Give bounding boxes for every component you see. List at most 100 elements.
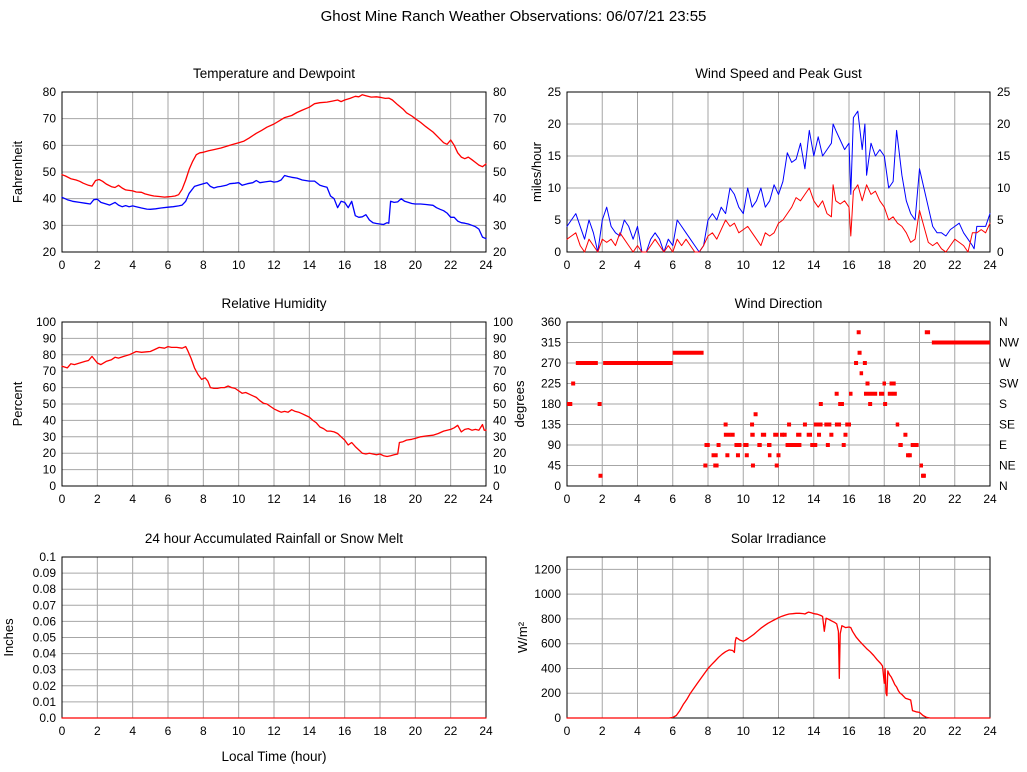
svg-text:24: 24 — [479, 724, 493, 738]
svg-text:0: 0 — [554, 711, 561, 725]
svg-text:8: 8 — [705, 724, 712, 738]
svg-text:E: E — [999, 438, 1007, 452]
svg-text:18: 18 — [878, 258, 892, 272]
svg-text:NW: NW — [999, 336, 1020, 350]
svg-text:40: 40 — [43, 413, 57, 427]
svg-text:Wind Direction: Wind Direction — [735, 296, 823, 311]
svg-text:1000: 1000 — [534, 587, 561, 601]
svg-text:20: 20 — [43, 446, 57, 460]
svg-text:8: 8 — [200, 492, 207, 506]
svg-text:12: 12 — [267, 258, 281, 272]
svg-text:20: 20 — [409, 258, 423, 272]
svg-text:12: 12 — [772, 492, 786, 506]
svg-text:Wind Speed and Peak Gust: Wind Speed and Peak Gust — [695, 66, 862, 81]
svg-text:SW: SW — [999, 377, 1019, 391]
svg-text:16: 16 — [338, 492, 352, 506]
svg-text:90: 90 — [43, 331, 57, 345]
svg-text:315: 315 — [541, 336, 561, 350]
svg-text:S: S — [999, 397, 1007, 411]
svg-text:80: 80 — [43, 85, 57, 99]
svg-text:8: 8 — [200, 258, 207, 272]
svg-text:0.07: 0.07 — [33, 598, 57, 612]
svg-text:10: 10 — [493, 463, 507, 477]
svg-text:30: 30 — [493, 218, 507, 232]
svg-text:4: 4 — [129, 724, 136, 738]
svg-text:16: 16 — [842, 492, 856, 506]
svg-text:6: 6 — [669, 258, 676, 272]
svg-text:2: 2 — [599, 492, 606, 506]
svg-text:10: 10 — [43, 463, 57, 477]
svg-text:Solar Irradiance: Solar Irradiance — [731, 531, 826, 546]
svg-text:2: 2 — [599, 724, 606, 738]
svg-text:25: 25 — [997, 85, 1011, 99]
svg-text:180: 180 — [541, 397, 561, 411]
svg-text:6: 6 — [165, 492, 172, 506]
svg-text:24: 24 — [983, 492, 997, 506]
svg-text:30: 30 — [493, 430, 507, 444]
svg-text:18: 18 — [878, 492, 892, 506]
svg-text:Percent: Percent — [10, 381, 25, 426]
svg-text:4: 4 — [129, 258, 136, 272]
svg-text:10: 10 — [232, 258, 246, 272]
svg-text:16: 16 — [338, 724, 352, 738]
svg-text:14: 14 — [807, 724, 821, 738]
svg-text:miles/hour: miles/hour — [529, 141, 544, 202]
svg-text:14: 14 — [807, 258, 821, 272]
svg-text:270: 270 — [541, 356, 561, 370]
svg-text:20: 20 — [548, 117, 562, 131]
svg-text:20: 20 — [43, 245, 57, 259]
svg-text:800: 800 — [541, 612, 561, 626]
page-title: Ghost Mine Ranch Weather Observations: 0… — [320, 8, 707, 25]
svg-text:5: 5 — [997, 213, 1004, 227]
svg-text:22: 22 — [948, 258, 962, 272]
svg-text:70: 70 — [493, 364, 507, 378]
svg-text:0: 0 — [49, 479, 56, 493]
svg-text:20: 20 — [997, 117, 1011, 131]
svg-text:10: 10 — [737, 258, 751, 272]
svg-text:0.01: 0.01 — [33, 695, 57, 709]
svg-text:22: 22 — [444, 724, 458, 738]
svg-text:14: 14 — [303, 492, 317, 506]
svg-text:18: 18 — [373, 724, 387, 738]
svg-text:22: 22 — [444, 258, 458, 272]
svg-text:60: 60 — [493, 138, 507, 152]
svg-text:80: 80 — [43, 348, 57, 362]
svg-text:16: 16 — [338, 258, 352, 272]
svg-text:20: 20 — [913, 258, 927, 272]
svg-text:24: 24 — [983, 258, 997, 272]
svg-text:0: 0 — [554, 479, 561, 493]
svg-text:60: 60 — [43, 381, 57, 395]
svg-text:0: 0 — [564, 492, 571, 506]
svg-text:70: 70 — [493, 112, 507, 126]
svg-text:24: 24 — [479, 258, 493, 272]
svg-text:Inches: Inches — [1, 618, 16, 657]
svg-text:8: 8 — [705, 258, 712, 272]
svg-text:70: 70 — [43, 364, 57, 378]
svg-text:18: 18 — [878, 724, 892, 738]
svg-text:16: 16 — [842, 258, 856, 272]
svg-text:18: 18 — [373, 258, 387, 272]
svg-text:25: 25 — [548, 85, 562, 99]
svg-text:80: 80 — [493, 85, 507, 99]
svg-text:5: 5 — [554, 213, 561, 227]
svg-text:60: 60 — [43, 138, 57, 152]
svg-text:0.02: 0.02 — [33, 679, 57, 693]
svg-text:24: 24 — [983, 724, 997, 738]
svg-text:6: 6 — [669, 724, 676, 738]
svg-text:10: 10 — [737, 492, 751, 506]
svg-text:24 hour Accumulated Rainfall o: 24 hour Accumulated Rainfall or Snow Mel… — [145, 531, 403, 546]
svg-text:4: 4 — [634, 724, 641, 738]
svg-text:2: 2 — [599, 258, 606, 272]
svg-text:2: 2 — [94, 492, 101, 506]
svg-text:135: 135 — [541, 418, 561, 432]
svg-text:0: 0 — [997, 245, 1004, 259]
svg-text:20: 20 — [913, 724, 927, 738]
svg-text:0: 0 — [564, 258, 571, 272]
svg-text:12: 12 — [772, 258, 786, 272]
svg-text:10: 10 — [232, 492, 246, 506]
svg-text:20: 20 — [493, 446, 507, 460]
